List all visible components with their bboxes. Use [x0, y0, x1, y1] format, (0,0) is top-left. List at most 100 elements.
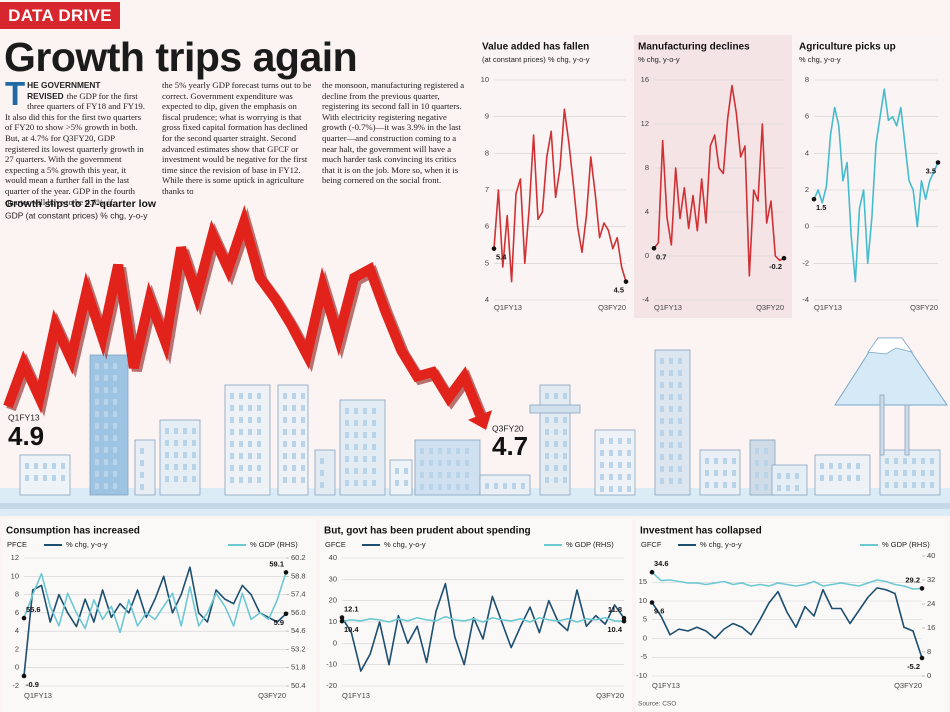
window [609, 474, 613, 480]
window [777, 473, 781, 479]
window [174, 452, 178, 458]
point [919, 586, 925, 591]
window [174, 476, 178, 482]
y-tick-label: -2 [802, 258, 809, 267]
point-label: -5.2 [907, 662, 920, 671]
window [192, 476, 196, 482]
window [660, 466, 664, 472]
window [104, 447, 108, 453]
point [935, 160, 941, 165]
window [104, 387, 108, 393]
window [554, 453, 558, 459]
window [372, 420, 376, 426]
legend-label: % chg, y-o-y [384, 540, 426, 549]
window [885, 482, 889, 488]
x-tick-label: Q3FY20 [596, 691, 624, 700]
window [372, 468, 376, 474]
window [239, 441, 243, 447]
window [183, 440, 187, 446]
window [618, 474, 622, 480]
window [447, 484, 451, 490]
point-label: -0.9 [26, 680, 39, 689]
point [339, 615, 345, 620]
headline: Growth trips again [4, 34, 358, 80]
window [512, 483, 516, 489]
window [447, 448, 451, 454]
window [239, 405, 243, 411]
y-tick-label: 2 [805, 185, 809, 194]
y-tick-label: 4 [805, 148, 809, 157]
window [95, 459, 99, 465]
window [829, 475, 833, 481]
building [749, 439, 776, 496]
window [239, 453, 243, 459]
window [678, 406, 682, 412]
window [660, 418, 664, 424]
point [21, 615, 27, 621]
window [545, 393, 549, 399]
window [420, 448, 424, 454]
window [165, 428, 169, 434]
drop-cap: T [5, 75, 26, 112]
window [257, 441, 261, 447]
window [345, 480, 349, 486]
window [678, 430, 682, 436]
window [301, 393, 305, 399]
window [764, 472, 768, 478]
window [723, 470, 727, 476]
y-tick-label: 7 [485, 185, 489, 194]
window [678, 418, 682, 424]
y-tick-label: 0 [15, 663, 19, 672]
window [165, 452, 169, 458]
window [503, 483, 507, 489]
window [678, 370, 682, 376]
window [43, 475, 47, 481]
window [25, 463, 29, 469]
window [847, 475, 851, 481]
window [705, 482, 709, 488]
point [339, 618, 345, 624]
window [292, 453, 296, 459]
window [545, 477, 549, 483]
window [345, 468, 349, 474]
window [95, 483, 99, 489]
y-tick-label: 20 [329, 596, 337, 605]
window [174, 428, 178, 434]
window [248, 417, 252, 423]
window [669, 478, 673, 484]
window [363, 444, 367, 450]
building [904, 404, 910, 456]
window [732, 482, 736, 488]
window [838, 463, 842, 469]
line [3, 205, 485, 417]
window [354, 432, 358, 438]
window [292, 417, 296, 423]
point-label: 34.6 [654, 559, 669, 568]
window [43, 463, 47, 469]
window [113, 411, 117, 417]
window [301, 465, 305, 471]
window [438, 448, 442, 454]
window [600, 438, 604, 444]
window [678, 442, 682, 448]
window [301, 441, 305, 447]
y2-tick-label: 54.6 [291, 626, 306, 635]
x-tick-label: Q3FY20 [258, 691, 286, 700]
line [493, 108, 627, 283]
window [678, 478, 682, 484]
window [345, 408, 349, 414]
window [885, 470, 889, 476]
window [912, 458, 916, 464]
window [714, 482, 718, 488]
line [23, 572, 287, 634]
window [248, 429, 252, 435]
window [248, 441, 252, 447]
window [395, 468, 399, 474]
window [345, 432, 349, 438]
column-text: the 5% yearly GDP forecast turns out to … [162, 80, 312, 196]
x-tick-label: Q1FY13 [24, 691, 52, 700]
window [903, 458, 907, 464]
window [930, 470, 934, 476]
window [447, 460, 451, 466]
window [465, 460, 469, 466]
